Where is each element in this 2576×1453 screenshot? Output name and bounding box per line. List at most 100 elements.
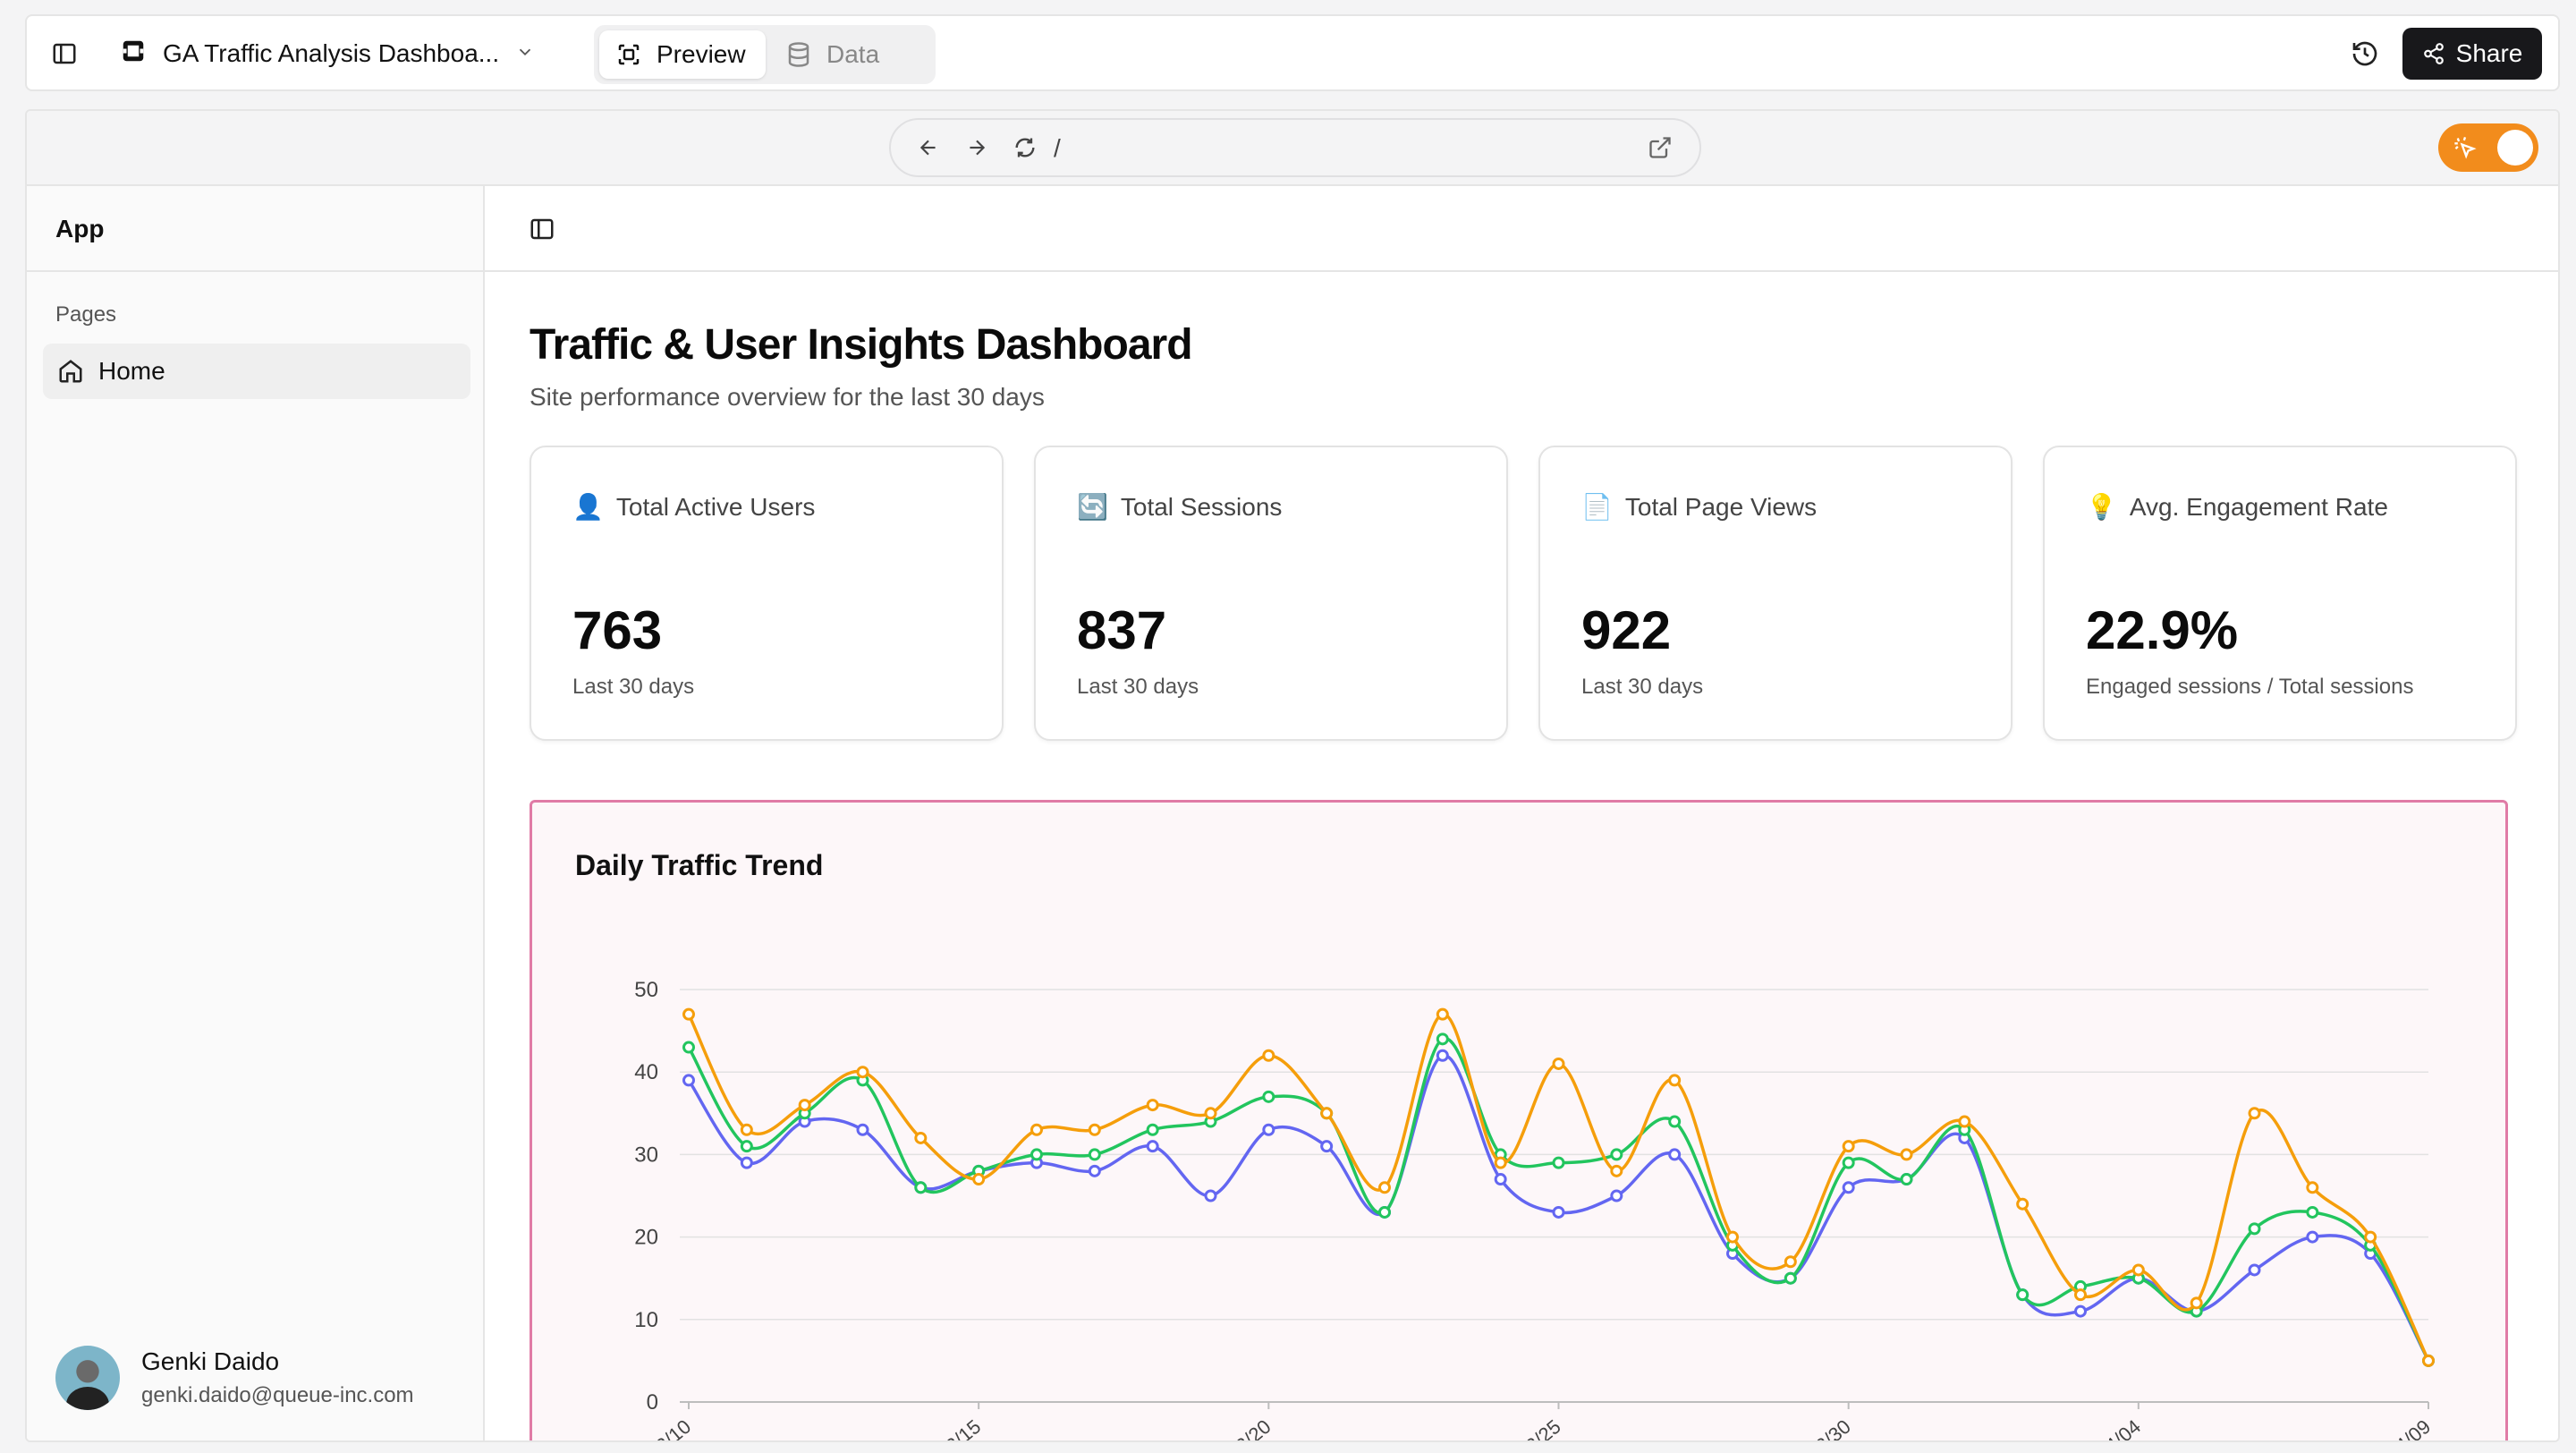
data-point (1552, 1156, 1565, 1169)
data-point (2248, 1263, 2261, 1277)
data-point (1088, 1164, 1101, 1177)
data-point (972, 1173, 986, 1186)
back-arrow-icon[interactable] (911, 130, 946, 166)
main-content: Traffic & User Insights Dashboard Site p… (485, 186, 2558, 1442)
kpi-value: 837 (1077, 600, 1167, 660)
kpi-footnote: Last 30 days (1077, 675, 1199, 699)
data-point (1668, 1148, 1682, 1161)
history-icon[interactable] (2345, 34, 2385, 73)
data-point (1552, 1057, 1565, 1070)
data-point (1610, 1148, 1623, 1161)
data-point (1030, 1123, 1043, 1136)
tab-data-label: Data (826, 40, 880, 68)
kpi-footnote: Last 30 days (572, 675, 695, 699)
view-switcher: Preview Data (594, 25, 936, 84)
data-point (1668, 1115, 1682, 1128)
preview-icon (618, 44, 640, 65)
kpi-value: 922 (1581, 600, 1672, 660)
data-point (2074, 1304, 2087, 1318)
project-selector[interactable]: GA Traffic Analysis Dashboa... (120, 32, 535, 75)
kpi-card-sessions: 🔄 Total Sessions 837 Last 30 days (1034, 446, 1508, 741)
data-point (914, 1131, 928, 1144)
project-logo-icon (120, 38, 147, 71)
series-line-1 (687, 1037, 2430, 1362)
url-bar: / (889, 118, 1701, 177)
data-point (1784, 1255, 1797, 1269)
data-point (682, 1041, 695, 1054)
external-link-icon[interactable] (1642, 130, 1678, 166)
sidebar-divider (27, 270, 483, 272)
kpi-footnote: Engaged sessions / Total sessions (2086, 675, 2414, 699)
y-tick-label: 30 (634, 1143, 658, 1167)
tab-data[interactable]: Data (769, 30, 930, 79)
data-point (2016, 1197, 2029, 1211)
data-point (1146, 1140, 1159, 1153)
data-point (1900, 1173, 1913, 1186)
x-tick-label: 3/25 (1521, 1415, 1565, 1442)
data-point (1320, 1107, 1334, 1120)
x-tick-label: 3/20 (1232, 1415, 1275, 1442)
lightbulb-icon: 💡 (2086, 493, 2117, 521)
data-point (1088, 1123, 1101, 1136)
kpi-value: 763 (572, 600, 663, 660)
kpi-card-page-views: 📄 Total Page Views 922 Last 30 days (1538, 446, 2012, 741)
data-point (1146, 1099, 1159, 1112)
preview-frame: / App Pages Home Genki Daido genki.daido… (25, 109, 2560, 1442)
user-email: genki.daido@queue-inc.com (141, 1383, 414, 1407)
pages-section-label: Pages (55, 302, 117, 327)
kpi-card-engagement-rate: 💡 Avg. Engagement Rate 22.9% Engaged sess… (2043, 446, 2517, 741)
url-path[interactable]: / (1054, 134, 1061, 162)
data-point (2131, 1263, 2145, 1277)
app-sidebar: App Pages Home Genki Daido genki.daido@q… (27, 186, 485, 1440)
data-point (1610, 1164, 1623, 1177)
top-bar: GA Traffic Analysis Dashboa... Preview D… (25, 14, 2560, 91)
user-name: Genki Daido (141, 1347, 280, 1375)
data-point (2306, 1205, 2319, 1219)
kpi-label: Avg. Engagement Rate (2129, 492, 2388, 521)
data-point (740, 1156, 753, 1169)
data-point (1900, 1148, 1913, 1161)
data-point (798, 1099, 811, 1112)
data-point (914, 1181, 928, 1194)
user-icon: 👤 (572, 493, 604, 521)
sidebar-collapse-icon[interactable] (522, 209, 562, 249)
data-point (1494, 1173, 1507, 1186)
data-point (1204, 1107, 1217, 1120)
y-tick-label: 50 (634, 978, 658, 1002)
x-tick-label: 4/04 (2101, 1415, 2145, 1442)
sidebar-toggle-icon[interactable] (45, 34, 84, 73)
database-icon (788, 42, 809, 67)
main-header (485, 186, 2558, 272)
user-profile[interactable]: Genki Daido genki.daido@queue-inc.com (55, 1346, 414, 1410)
data-point (2248, 1222, 2261, 1236)
data-point (1842, 1181, 1855, 1194)
data-point (1668, 1074, 1682, 1087)
kpi-label: Total Page Views (1624, 492, 1818, 521)
data-point (1030, 1148, 1043, 1161)
kpi-label: Total Sessions (1120, 492, 1283, 521)
x-tick-label: 3/30 (1811, 1415, 1855, 1442)
tab-preview-label: Preview (657, 40, 746, 68)
x-tick-label: 3/10 (651, 1415, 695, 1442)
data-point (682, 1007, 695, 1021)
line-chart: 0 10 20 30 40 50 3/10 3/15 3/20 3/25 3/30 4/04 4/09 (634, 978, 2435, 1442)
page-subtitle: Site performance overview for the last 3… (530, 383, 1045, 411)
refresh-icon[interactable] (1007, 130, 1043, 166)
browser-bar: / (27, 111, 2558, 186)
forward-arrow-icon[interactable] (959, 130, 995, 166)
data-point (1842, 1140, 1855, 1153)
inspect-mode-toggle[interactable] (2438, 123, 2538, 172)
data-point (1436, 1049, 1449, 1062)
daily-traffic-chart-card: Daily Traffic Trend 0 10 20 30 40 50 3/10 3/15 3… (530, 800, 2508, 1442)
x-tick-label: 3/15 (942, 1415, 986, 1442)
data-point (2074, 1288, 2087, 1302)
share-button[interactable]: Share (2402, 28, 2542, 80)
data-point (1262, 1090, 1275, 1103)
sidebar-item-home[interactable]: Home (43, 344, 470, 399)
data-point (2190, 1296, 2203, 1310)
data-point (2306, 1181, 2319, 1194)
tab-preview[interactable]: Preview (599, 30, 766, 79)
y-tick-label: 0 (647, 1390, 658, 1415)
cursor-click-icon (2454, 136, 2477, 159)
document-icon: 📄 (1581, 493, 1613, 521)
